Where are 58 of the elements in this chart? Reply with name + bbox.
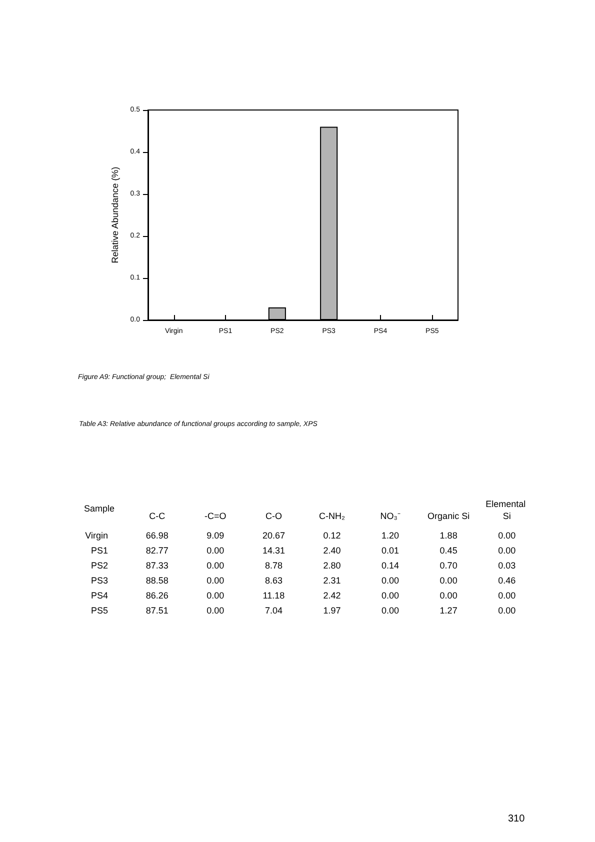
x-tick-label: C-C bbox=[149, 511, 166, 521]
y-tick-label: Virgin bbox=[85, 530, 108, 540]
data-label: 0.00 bbox=[382, 576, 400, 586]
data-label: 0.00 bbox=[440, 576, 458, 586]
data-label: 7.04 bbox=[264, 606, 282, 616]
data-label: 0.00 bbox=[382, 590, 400, 600]
data-label: 82.77 bbox=[146, 546, 168, 556]
data-label: 2.80 bbox=[323, 560, 341, 570]
data-label: 0.46 bbox=[498, 576, 516, 586]
x-tick-label: C-NH₂ bbox=[319, 511, 346, 521]
data-label: 0.00 bbox=[206, 560, 224, 570]
y-tick-label: PS4 bbox=[90, 590, 108, 600]
data-label: 14.31 bbox=[262, 546, 285, 556]
y-tick-label: PS3 bbox=[90, 576, 108, 586]
x-tick-label: Organic Si bbox=[428, 511, 470, 521]
y-tick-label: PS5 bbox=[90, 606, 108, 616]
data-label: 86.26 bbox=[146, 590, 168, 600]
x-tick-label: C-O bbox=[265, 511, 282, 521]
data-label: 1.20 bbox=[382, 530, 400, 540]
y-axis-title: Sample bbox=[84, 504, 115, 514]
data-label: 2.31 bbox=[323, 576, 341, 586]
x-tick-label: NO₃⁻ bbox=[380, 511, 400, 521]
data-label: 0.70 bbox=[440, 560, 458, 570]
data-label: 88.58 bbox=[146, 576, 168, 586]
data-label: 0.00 bbox=[498, 546, 516, 556]
data-label: 0.03 bbox=[498, 560, 516, 570]
x-tick-label: -C=O bbox=[204, 511, 226, 521]
data-label: 1.88 bbox=[440, 530, 458, 540]
data-label: 8.63 bbox=[264, 576, 282, 586]
text: 310 bbox=[508, 814, 526, 824]
data-label: 20.67 bbox=[262, 530, 285, 540]
data-label: 0.00 bbox=[382, 606, 400, 616]
y-tick-label: PS2 bbox=[90, 560, 108, 570]
data-label: 1.27 bbox=[440, 606, 458, 616]
data-label: 0.00 bbox=[498, 590, 516, 600]
data-label: 66.98 bbox=[146, 530, 168, 540]
data-label: 87.51 bbox=[146, 606, 168, 616]
data-label: 0.00 bbox=[206, 590, 224, 600]
data-label: 0.00 bbox=[440, 590, 458, 600]
data-label: 0.01 bbox=[382, 546, 400, 556]
data-label: 2.40 bbox=[323, 546, 341, 556]
data-label: 0.00 bbox=[206, 546, 224, 556]
data-label: 2.42 bbox=[323, 590, 341, 600]
data-label: 11.18 bbox=[262, 590, 285, 600]
data-label: 87.33 bbox=[146, 560, 168, 570]
y-axis-title: Relative Abundance (%) bbox=[110, 166, 120, 264]
data-label: 9.09 bbox=[206, 530, 224, 540]
data-label: 0.14 bbox=[382, 560, 400, 570]
data-label: 0.12 bbox=[323, 530, 341, 540]
data-label: 0.00 bbox=[206, 606, 224, 616]
data-label: 0.00 bbox=[498, 530, 516, 540]
data-label: 0.00 bbox=[206, 576, 224, 586]
y-tick-label: PS1 bbox=[90, 546, 108, 556]
data-label: 1.97 bbox=[323, 606, 341, 616]
data-label: 0.00 bbox=[498, 606, 516, 616]
x-tick-label: Elemental Si bbox=[486, 499, 528, 521]
data-label: 0.45 bbox=[440, 546, 458, 556]
data-label: 8.78 bbox=[264, 560, 282, 570]
